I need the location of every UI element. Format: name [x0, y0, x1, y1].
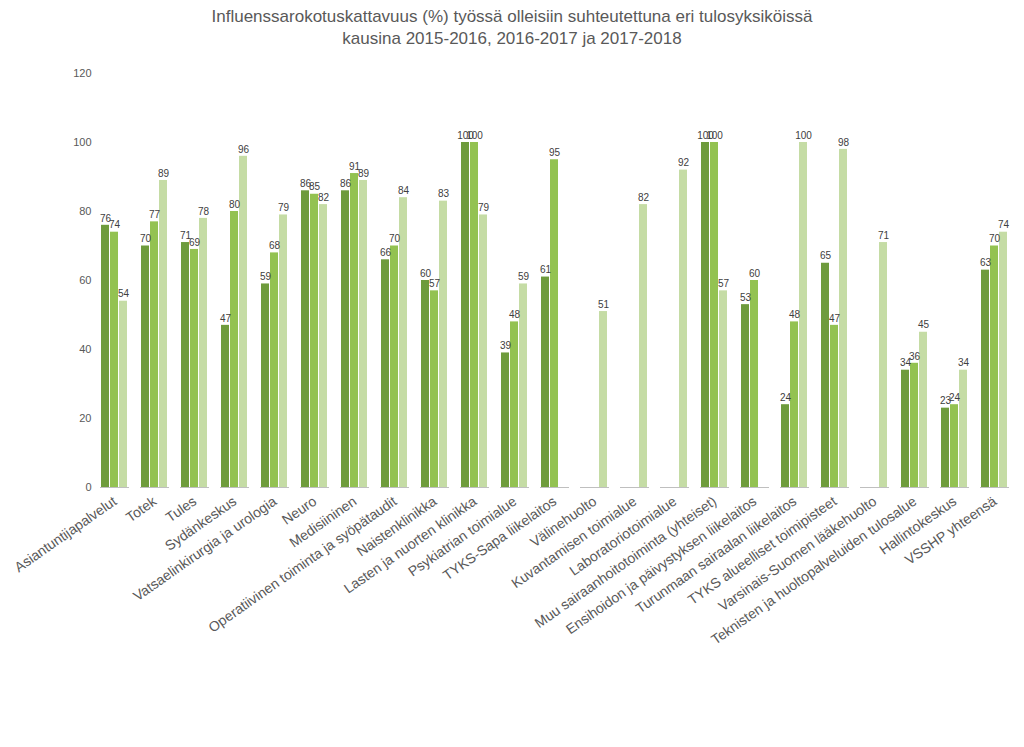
svg-text:Psykiatrian toimialue: Psykiatrian toimialue	[404, 492, 520, 580]
svg-text:51: 51	[598, 299, 610, 310]
svg-text:84: 84	[398, 185, 410, 196]
svg-text:Totek: Totek	[123, 492, 160, 525]
svg-text:85: 85	[309, 181, 321, 192]
svg-text:24: 24	[949, 392, 961, 403]
svg-text:60: 60	[79, 274, 91, 286]
svg-text:80: 80	[79, 205, 91, 217]
svg-text:48: 48	[789, 309, 801, 320]
svg-text:71: 71	[179, 229, 192, 241]
svg-text:63: 63	[980, 257, 992, 268]
svg-text:47: 47	[829, 313, 841, 324]
svg-text:34: 34	[958, 357, 970, 368]
svg-text:98: 98	[838, 137, 850, 148]
svg-text:57: 57	[429, 278, 441, 289]
svg-text:Tules: Tules	[162, 492, 200, 526]
svg-text:48: 48	[509, 309, 521, 320]
svg-text:45: 45	[918, 319, 930, 330]
svg-text:86: 86	[299, 178, 312, 189]
svg-text:89: 89	[358, 168, 370, 179]
svg-text:77: 77	[149, 209, 161, 220]
svg-text:70: 70	[389, 233, 401, 244]
svg-text:61: 61	[540, 264, 552, 275]
svg-text:VSSHP yhteensä: VSSHP yhteensä	[902, 493, 1000, 568]
svg-text:78: 78	[198, 206, 210, 217]
svg-text:59: 59	[260, 271, 272, 282]
svg-text:60: 60	[420, 268, 432, 279]
svg-text:70: 70	[989, 233, 1001, 244]
svg-text:Ensihoidon ja päivystyksen lii: Ensihoidon ja päivystyksen liikelaitos	[562, 492, 760, 638]
svg-text:Operatiivinen toiminta ja syöp: Operatiivinen toiminta ja syöpätaudit	[205, 492, 400, 636]
svg-text:20: 20	[79, 412, 91, 424]
svg-text:Vatsaelinkirurgia ja urologia: Vatsaelinkirurgia ja urologia	[130, 492, 280, 604]
svg-text:Asiantuntijapalvelut: Asiantuntijapalvelut	[11, 493, 119, 575]
svg-text:Hallintokeskus: Hallintokeskus	[876, 492, 960, 558]
svg-text:Laboratoriotoimialue: Laboratoriotoimialue	[566, 492, 680, 579]
svg-text:74: 74	[998, 219, 1010, 230]
svg-text:100: 100	[706, 130, 723, 141]
svg-text:60: 60	[749, 268, 761, 279]
svg-text:100: 100	[466, 130, 483, 141]
svg-text:Teknisten ja huoltopalveluiden: Teknisten ja huoltopalveluiden tulosalue	[708, 493, 919, 648]
svg-text:92: 92	[678, 157, 690, 168]
svg-text:86: 86	[340, 178, 352, 189]
svg-text:91: 91	[348, 160, 361, 172]
svg-text:40: 40	[79, 343, 91, 355]
svg-text:80: 80	[229, 199, 241, 210]
svg-text:74: 74	[109, 219, 121, 230]
svg-text:69: 69	[189, 237, 201, 248]
svg-text:47: 47	[220, 313, 232, 324]
svg-text:79: 79	[278, 202, 290, 213]
svg-text:100: 100	[73, 136, 91, 148]
svg-text:66: 66	[380, 247, 392, 258]
svg-text:23: 23	[939, 395, 952, 407]
html-text:Influenssarokotuskattavuus (%): Influenssarokotuskattavuus (%) työssä ol…	[211, 7, 813, 48]
svg-text:83: 83	[438, 188, 450, 199]
svg-text:120: 120	[73, 67, 91, 79]
svg-text:34: 34	[899, 357, 912, 369]
svg-text:54: 54	[118, 288, 130, 299]
svg-text:89: 89	[158, 168, 170, 179]
svg-text:Medisiininen: Medisiininen	[286, 492, 360, 551]
svg-text:TYKS-Sapa liikelaitos: TYKS-Sapa liikelaitos	[439, 492, 560, 584]
svg-text:70: 70	[140, 233, 152, 244]
svg-text:Sydänkeskus: Sydänkeskus	[161, 492, 240, 554]
svg-text:96: 96	[238, 144, 250, 155]
svg-text:TYKS alueelliset toimipisteet: TYKS alueelliset toimipisteet	[685, 493, 840, 608]
svg-text:Kuvantamisen toimialue: Kuvantamisen toimialue	[508, 492, 640, 592]
svg-text:79: 79	[478, 202, 490, 213]
svg-text:95: 95	[549, 147, 561, 158]
svg-text:Varsinais-Suomen lääkehuolto: Varsinais-Suomen lääkehuolto	[715, 493, 879, 615]
svg-text:65: 65	[820, 250, 832, 261]
svg-text:68: 68	[269, 240, 281, 251]
svg-text:0: 0	[85, 481, 91, 493]
svg-text:Turunmaan sairaalan liikelaito: Turunmaan sairaalan liikelaitos	[632, 492, 800, 617]
svg-text:Naistenklinikka: Naistenklinikka	[353, 492, 440, 560]
svg-text:24: 24	[780, 392, 792, 403]
svg-text:53: 53	[740, 292, 752, 303]
svg-text:76: 76	[99, 212, 112, 224]
svg-text:Neuro: Neuro	[278, 492, 320, 528]
svg-text:39: 39	[500, 340, 512, 351]
svg-text:Lasten ja nuorten klinikka: Lasten ja nuorten klinikka	[340, 492, 480, 597]
svg-text:100: 100	[795, 130, 812, 141]
svg-text:36: 36	[909, 351, 921, 362]
svg-text:59: 59	[518, 271, 530, 282]
svg-text:71: 71	[878, 230, 890, 241]
svg-text:82: 82	[318, 192, 330, 203]
svg-text:82: 82	[638, 192, 650, 203]
svg-text:Muu sairaanhoitotoiminta (yhte: Muu sairaanhoitotoiminta (yhteiset)	[531, 492, 720, 631]
svg-text:57: 57	[718, 278, 730, 289]
svg-text:Välinehuolto: Välinehuolto	[527, 492, 600, 551]
